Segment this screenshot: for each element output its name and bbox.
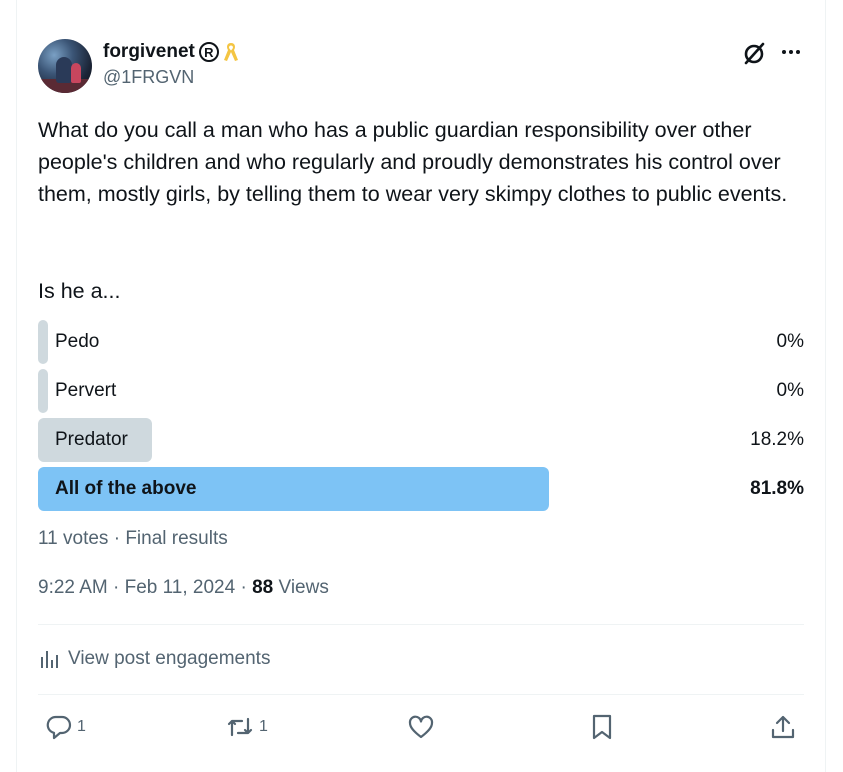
tweet-date[interactable]: Feb 11, 2024: [124, 577, 236, 598]
divider: [38, 624, 804, 625]
poll-option-label: Pedo: [55, 331, 100, 352]
poll-option: Pedo 0%: [38, 320, 804, 364]
tweet-question: Is he a...: [38, 279, 121, 303]
avatar[interactable]: [38, 39, 92, 93]
author-name-row[interactable]: forgivenet R: [103, 40, 239, 64]
poll-option-label: All of the above: [55, 478, 197, 499]
divider: [38, 694, 804, 695]
heart-icon: [408, 715, 434, 739]
poll-bar-winner: [38, 467, 549, 511]
meta-separator: ·: [113, 577, 120, 598]
timeline-border-left: [16, 0, 17, 772]
repost-count: 1: [259, 718, 268, 735]
timeline-border-right: [825, 0, 826, 772]
author-handle[interactable]: @1FRGVN: [103, 67, 195, 87]
poll: Pedo 0% Pervert 0% Predator 18.2% All of…: [38, 320, 804, 516]
more-icon[interactable]: [778, 40, 804, 64]
poll-option-percent: 18.2%: [750, 429, 804, 450]
poll-bar: [38, 320, 48, 364]
reply-icon: [46, 715, 72, 740]
reply-count: 1: [77, 718, 86, 735]
yellow-ribbon-icon: [223, 43, 238, 61]
registered-icon: R: [198, 42, 219, 62]
share-icon: [771, 715, 795, 739]
like-button[interactable]: [407, 712, 439, 742]
tweet-time[interactable]: 9:22 AM: [38, 577, 108, 598]
views-label: Views: [278, 577, 329, 598]
tweet-body: What do you call a man who has a public …: [38, 118, 788, 206]
tweet-text: What do you call a man who has a public …: [38, 114, 808, 210]
poll-option-percent: 0%: [776, 380, 804, 401]
poll-bar: [38, 418, 152, 462]
poll-option-label: Predator: [55, 429, 128, 450]
view-engagements-link[interactable]: View post engagements: [38, 646, 270, 672]
tweet-timestamp: 9:22 AM · Feb 11, 2024 · 88 Views: [38, 575, 329, 601]
bookmark-icon: [592, 714, 612, 740]
share-button[interactable]: [769, 712, 797, 742]
views-count: 88: [252, 577, 274, 598]
poll-option-percent: 0%: [776, 331, 804, 352]
bookmark-button[interactable]: [589, 712, 619, 742]
view-engagements-label: View post engagements: [68, 648, 271, 669]
poll-separator: ·: [113, 528, 121, 549]
author-display-name[interactable]: forgivenet: [103, 41, 195, 62]
poll-option: Pervert 0%: [38, 369, 804, 413]
repost-button[interactable]: 1: [225, 712, 268, 742]
grok-icon[interactable]: [741, 40, 767, 66]
poll-status: Final results: [125, 528, 228, 549]
poll-meta: 11 votes · Final results: [38, 526, 228, 552]
analytics-icon: [41, 651, 58, 668]
reply-button[interactable]: 1: [45, 712, 86, 742]
poll-option: All of the above 81.8%: [38, 467, 804, 511]
poll-bar: [38, 369, 48, 413]
meta-separator: ·: [240, 577, 247, 598]
poll-votes: 11 votes: [38, 528, 109, 549]
poll-option-label: Pervert: [55, 380, 117, 401]
poll-option-percent: 81.8%: [750, 478, 804, 499]
repost-icon: [227, 717, 253, 737]
poll-option: Predator 18.2%: [38, 418, 804, 462]
